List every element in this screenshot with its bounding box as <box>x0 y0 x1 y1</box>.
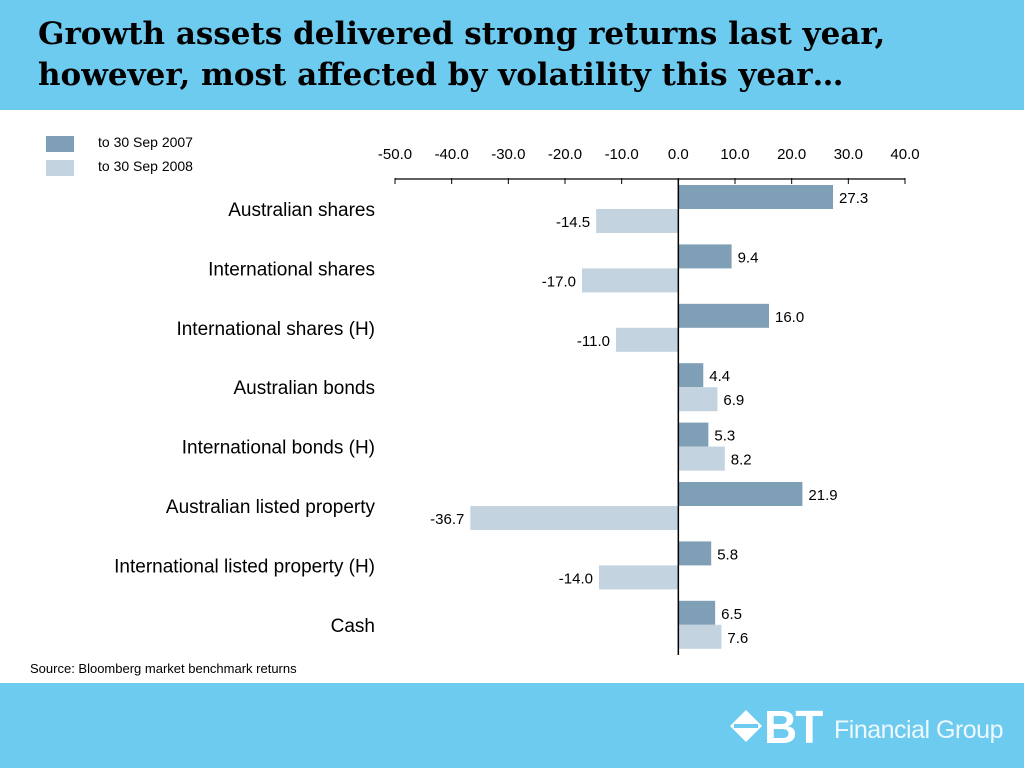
bar-2008 <box>599 565 679 590</box>
x-tick-label: 30.0 <box>834 146 863 163</box>
category-label: International bonds (H) <box>182 438 375 459</box>
logo-text: Financial Group <box>834 716 1003 744</box>
data-label: 7.6 <box>727 630 748 647</box>
bar-2008 <box>596 209 679 233</box>
bar-2008 <box>678 387 718 412</box>
data-label: -17.0 <box>542 273 576 290</box>
x-tick-label: -50.0 <box>378 146 412 163</box>
bt-diamond-icon <box>730 710 762 742</box>
logo-brand: BT <box>764 701 823 753</box>
legend-swatch-2008 <box>46 160 74 176</box>
source-note: Source: Bloomberg market benchmark retur… <box>30 661 297 676</box>
bar-2007 <box>678 244 732 269</box>
bar-2007 <box>678 482 803 506</box>
data-label: 21.9 <box>808 487 837 504</box>
bar-2007 <box>678 422 709 447</box>
x-tick-label: -30.0 <box>491 146 525 163</box>
legend-swatch-2007 <box>46 136 74 152</box>
bar-2008 <box>678 624 722 649</box>
data-label: -11.0 <box>577 333 610 350</box>
slide-title: Growth assets delivered strong returns l… <box>38 16 886 93</box>
bt-financial-group-logo: BT Financial Group <box>728 701 1008 753</box>
legend-label-2008: to 30 Sep 2008 <box>98 158 193 174</box>
bar-2008 <box>470 506 679 530</box>
x-tick-label: 20.0 <box>777 146 806 163</box>
category-label: Australian listed property <box>166 497 376 518</box>
data-label: 9.4 <box>738 249 759 266</box>
category-label: Australian shares <box>228 200 375 221</box>
data-label: -14.0 <box>559 570 593 587</box>
bar-chart: -50.0 -40.0 -30.0 -20.0 -10.0 0.0 10.0 20.0 30.0… <box>114 146 920 655</box>
bar-2007 <box>678 185 834 209</box>
x-tick-label: 40.0 <box>890 146 919 163</box>
category-label: Cash <box>331 616 375 637</box>
data-label: 16.0 <box>775 309 804 326</box>
x-tick-label: -10.0 <box>605 146 639 163</box>
data-label: 5.3 <box>714 428 735 445</box>
header-band: Growth assets delivered strong returns l… <box>0 0 1024 110</box>
data-label: -36.7 <box>430 511 464 528</box>
category-label: International listed property (H) <box>114 556 375 577</box>
data-label: 6.5 <box>721 606 742 623</box>
data-label: 27.3 <box>839 190 868 207</box>
category-label: International shares (H) <box>176 319 375 340</box>
bar-2008 <box>582 268 679 293</box>
bar-2007 <box>678 600 716 625</box>
data-label: 8.2 <box>731 452 752 469</box>
bar-2008 <box>678 446 725 471</box>
x-tick-label: -40.0 <box>435 146 469 163</box>
x-tick-label: 0.0 <box>668 146 689 163</box>
category-label: Australian bonds <box>233 378 375 399</box>
bar-2007 <box>678 541 712 566</box>
category-label: International shares <box>208 259 375 280</box>
data-label: -14.5 <box>556 214 590 231</box>
data-label: 6.9 <box>723 392 744 409</box>
data-label: 4.4 <box>709 368 730 385</box>
bar-2008 <box>616 327 679 352</box>
bar-2007 <box>678 363 704 388</box>
x-tick-label: -20.0 <box>548 146 582 163</box>
x-tick-label: 10.0 <box>720 146 749 163</box>
data-label: 5.8 <box>717 546 738 563</box>
footer-band <box>0 683 1024 768</box>
legend-label-2007: to 30 Sep 2007 <box>98 134 193 150</box>
bar-2007 <box>678 303 769 328</box>
